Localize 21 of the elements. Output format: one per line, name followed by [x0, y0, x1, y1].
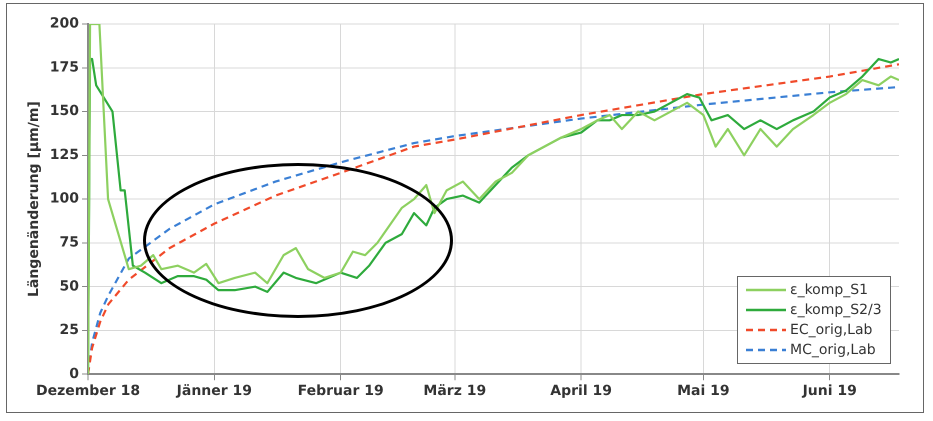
x-tick-label: Februar 19: [298, 383, 384, 400]
x-tick-label: Juni 19: [802, 383, 857, 400]
y-tick-label: 150: [50, 103, 80, 120]
x-tick-label: Jänner 19: [176, 383, 252, 400]
x-tick-label: Mai 19: [677, 383, 730, 400]
legend-label: EC_orig,Lab: [790, 322, 872, 338]
y-tick-label: 75: [60, 234, 80, 251]
y-tick-label: 125: [50, 146, 80, 163]
y-axis-title: Längenänderung [µm/m]: [26, 101, 42, 298]
y-tick-label: 0: [69, 366, 80, 382]
legend-label: ε_komp_S1: [790, 282, 868, 298]
x-tick-label: März 19: [423, 383, 486, 400]
legend-label: MC_orig,Lab: [790, 342, 876, 358]
x-tick-label: April 19: [550, 383, 612, 400]
y-tick-label: 50: [60, 278, 80, 294]
y-tick-label: 200: [50, 16, 80, 32]
y-tick-label: 175: [50, 59, 80, 76]
y-tick-label: 25: [60, 322, 80, 338]
legend-label: ε_komp_S2/3: [790, 302, 882, 318]
x-tick-label: Dezember 18: [36, 383, 140, 400]
y-tick-label: 100: [50, 190, 80, 207]
